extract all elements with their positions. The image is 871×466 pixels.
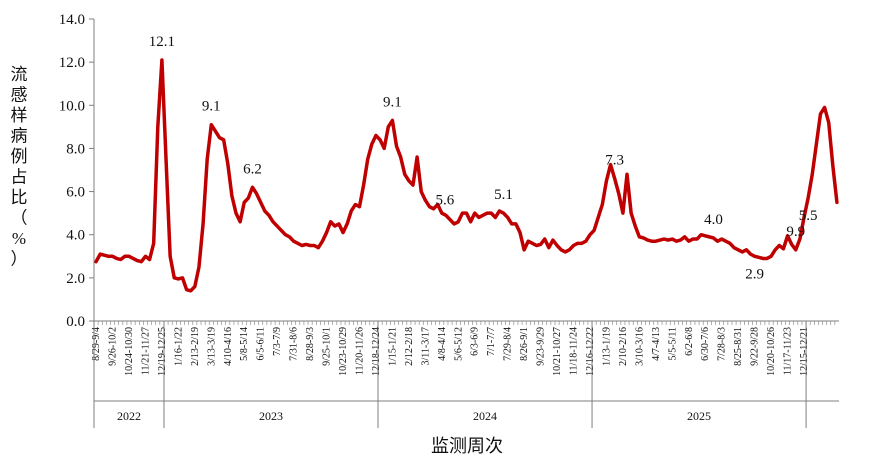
y-tick-label: 12.0 bbox=[59, 55, 85, 71]
data-label: 6.2 bbox=[243, 161, 262, 177]
y-tick-label: 8.0 bbox=[66, 141, 85, 157]
x-tick-label: 10/20-10/26 bbox=[766, 327, 777, 376]
x-tick-label: 1/15-1/21 bbox=[387, 327, 398, 366]
x-tick-label: 12/19-12/25 bbox=[157, 327, 168, 376]
x-tick-label: 7/29-8/4 bbox=[503, 327, 514, 361]
y-axis-ticks: 0.0 2.0 4.0 6.0 8.0 10.0 12.0 14.0 bbox=[59, 12, 94, 330]
x-tick-label: 9/22-9/28 bbox=[750, 327, 761, 366]
y-axis-title-char: % bbox=[12, 229, 26, 248]
series-line bbox=[94, 58, 839, 293]
year-label: 2024 bbox=[473, 409, 497, 423]
x-tick-label: 3/11-3/17 bbox=[420, 327, 431, 366]
x-tick-label: 6/5-6/11 bbox=[256, 327, 267, 361]
x-tick-label: 10/23-10/29 bbox=[338, 327, 349, 376]
data-label: 9.1 bbox=[202, 99, 221, 115]
plot-area bbox=[93, 19, 839, 322]
x-tick-label: 7/31-8/6 bbox=[289, 327, 300, 361]
x-tick-label: 6/30-7/6 bbox=[700, 327, 711, 361]
year-label: 2023 bbox=[259, 409, 283, 423]
x-tick-label: 8/29-9/4 bbox=[91, 327, 102, 361]
x-axis-ticks: 8/29-9/4 9/26-10/2 10/24-10/30 11/21-11/27 1… bbox=[91, 321, 836, 376]
x-tick-label: 5/8-5/14 bbox=[239, 327, 250, 361]
x-axis-title: 监测周次 bbox=[431, 436, 503, 456]
x-tick-label: 6/2-6/8 bbox=[684, 327, 695, 356]
y-axis-title-char: 感 bbox=[11, 86, 28, 105]
x-tick-label: 9/23-9/29 bbox=[536, 327, 547, 366]
y-tick-label: 10.0 bbox=[59, 98, 85, 114]
x-tick-label: 1/13-1/19 bbox=[601, 327, 612, 366]
year-label: 2022 bbox=[117, 409, 141, 423]
x-tick-label: 3/10-3/16 bbox=[634, 327, 645, 366]
x-tick-label: 11/18-11/24 bbox=[569, 327, 580, 375]
x-tick-label: 11/20-11/26 bbox=[354, 327, 365, 375]
x-tick-label: 9/26-10/2 bbox=[108, 327, 119, 366]
data-label: 7.3 bbox=[605, 153, 624, 169]
x-tick-label: 11/21-11/27 bbox=[140, 327, 151, 375]
data-label: 12.1 bbox=[149, 34, 175, 50]
x-tick-label: 4/10-4/16 bbox=[223, 327, 234, 366]
x-tick-label: 10/21-10/27 bbox=[552, 327, 563, 376]
x-tick-label: 9/25-10/1 bbox=[322, 327, 333, 366]
x-tick-label: 7/28-8/3 bbox=[717, 327, 728, 361]
data-labels: 12.1 9.1 6.2 9.1 5.6 5.1 7.3 4.0 2.9 9.95.5 bbox=[149, 34, 818, 282]
x-tick-label: 4/7-4/13 bbox=[651, 327, 662, 361]
x-tick-label: 8/25-8/31 bbox=[733, 327, 744, 366]
data-label: 5.6 bbox=[435, 193, 454, 209]
x-tick-label: 12/16-12/22 bbox=[585, 327, 596, 376]
y-tick-label: 0.0 bbox=[66, 314, 85, 330]
x-tick-label: 1/16-1/22 bbox=[173, 327, 184, 366]
data-label: 9.1 bbox=[383, 94, 402, 110]
data-label: 9.9 bbox=[786, 224, 805, 240]
y-tick-label: 14.0 bbox=[59, 12, 85, 28]
x-tick-label: 10/24-10/30 bbox=[124, 327, 135, 376]
x-tick-label: 7/3-7/9 bbox=[272, 327, 283, 356]
year-label: 2025 bbox=[687, 409, 711, 423]
y-tick-label: 2.0 bbox=[66, 271, 85, 287]
series-line-group bbox=[94, 58, 839, 293]
year-axis: 2022 2023 2024 2025 bbox=[93, 321, 839, 428]
y-axis-title-char: 样 bbox=[11, 106, 28, 125]
x-tick-label: 8/26-9/1 bbox=[519, 327, 530, 361]
x-tick-label: 2/12-2/18 bbox=[404, 327, 415, 366]
x-tick-label: 4/8-4/14 bbox=[437, 327, 448, 361]
y-tick-label: 6.0 bbox=[66, 185, 85, 201]
x-tick-label: 12/18-12/24 bbox=[371, 327, 382, 376]
data-label: 5.1 bbox=[494, 187, 513, 203]
y-axis-title-char: （ bbox=[11, 209, 28, 228]
x-tick-label: 5/5-5/11 bbox=[667, 327, 678, 361]
x-tick-label: 12/15-12/21 bbox=[799, 327, 810, 376]
y-axis-title-char: 比 bbox=[11, 188, 28, 207]
x-tick-label: 8/28-9/3 bbox=[305, 327, 316, 361]
data-label: 4.0 bbox=[704, 212, 723, 228]
y-axis-title-char: 占 bbox=[11, 168, 28, 187]
y-axis-title-char: 流 bbox=[11, 65, 28, 84]
y-axis-title-char: 病 bbox=[11, 127, 28, 146]
x-tick-label: 3/13-3/19 bbox=[206, 327, 217, 366]
y-tick-label: 4.0 bbox=[66, 228, 85, 244]
x-tick-label: 7/1-7/7 bbox=[486, 327, 497, 356]
x-tick-label: 2/13-2/19 bbox=[190, 327, 201, 366]
x-tick-label: 6/3-6/9 bbox=[470, 327, 481, 356]
x-tick-label: 2/10-2/16 bbox=[618, 327, 629, 366]
y-axis-title-char: ） bbox=[11, 250, 28, 269]
y-axis-title-char: 例 bbox=[11, 147, 28, 166]
x-tick-label: 11/17-11/23 bbox=[783, 327, 794, 375]
data-label: 5.5 bbox=[799, 208, 818, 224]
data-label: 2.9 bbox=[745, 266, 764, 282]
x-tick-label: 5/6-5/12 bbox=[453, 327, 464, 361]
